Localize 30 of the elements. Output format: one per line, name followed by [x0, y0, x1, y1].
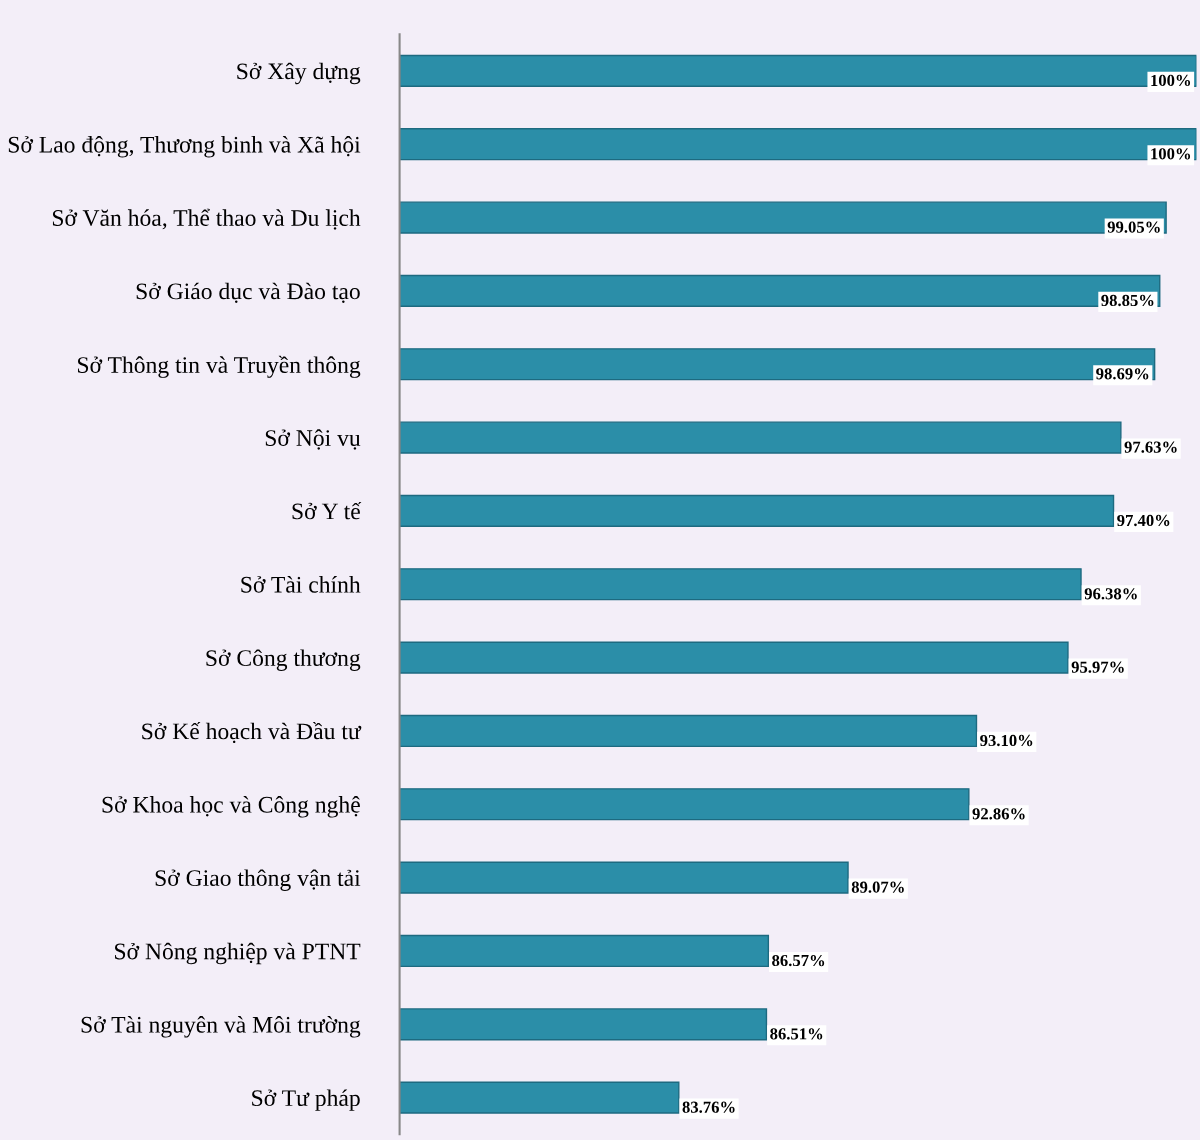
data-label: 99.05% [1107, 221, 1160, 233]
data-label: 98.69% [1096, 368, 1149, 380]
y-tick-label: Sở Nội vụ [265, 429, 361, 450]
data-label: 83.76% [682, 1101, 735, 1113]
y-tick-label: Sở Thông tin và Truyền thông [78, 355, 361, 378]
data-label: 86.51% [770, 1028, 823, 1040]
y-tick-label: Sở Xây dựng [237, 62, 361, 85]
data-label: 100% [1151, 148, 1191, 160]
y-tick-label: Sở Giáo dục và Đào tạo [136, 282, 360, 303]
y-tick-label: Sở Tài chính [241, 576, 361, 593]
y-tick-label: Sở Kế hoạch và Đầu tư [142, 722, 362, 744]
data-label: 100% [1151, 74, 1191, 87]
data-label: 86.57% [772, 954, 825, 967]
data-label: 97.40% [1117, 514, 1170, 527]
data-label: 97.63% [1124, 441, 1177, 453]
y-tick-label: Sở Tài nguyên và Môi trường [81, 1016, 361, 1038]
y-tick-label: Sở Khoa học và Công nghệ [102, 796, 360, 818]
y-tick-label: Sở Công thương [206, 649, 361, 671]
data-label: 92.86% [972, 808, 1025, 820]
y-tick-label: Sở Nông nghiệp và PTNT [115, 942, 361, 965]
data-label: 96.38% [1084, 588, 1137, 600]
data-label: 93.10% [980, 734, 1033, 747]
data-label: 89.07% [851, 881, 904, 893]
y-tick-label: Sở Lao động, Thương binh và Xã hội [8, 136, 361, 158]
y-tick-label: Sở Văn hóa, Thể thao và Du lịch [52, 208, 361, 230]
y-tick-label: Sở Y tế [292, 502, 362, 520]
data-label: 95.97% [1071, 661, 1124, 673]
data-label: 98.85% [1101, 294, 1154, 307]
y-tick-label: Sở Giao thông vận tải [155, 869, 361, 891]
y-tick-label: Sở Tư pháp [252, 1089, 360, 1111]
